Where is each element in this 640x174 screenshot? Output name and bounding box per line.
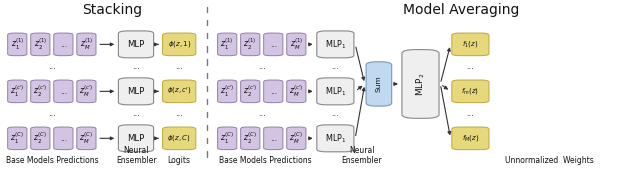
FancyBboxPatch shape: [241, 80, 260, 103]
FancyBboxPatch shape: [8, 80, 27, 103]
Text: ...: ...: [60, 40, 67, 49]
FancyBboxPatch shape: [264, 127, 283, 150]
FancyBboxPatch shape: [452, 127, 489, 150]
Text: MLP: MLP: [127, 87, 145, 96]
FancyBboxPatch shape: [77, 127, 96, 150]
Text: Neural
Ensembler: Neural Ensembler: [341, 146, 382, 165]
Text: $z_M^{(C)}$: $z_M^{(C)}$: [79, 131, 93, 146]
Text: $z_M^{(C)}$: $z_M^{(C)}$: [289, 131, 303, 146]
FancyBboxPatch shape: [54, 33, 73, 56]
Text: $f_M(z)$: $f_M(z)$: [461, 133, 479, 143]
Text: $z_1^{(C)}$: $z_1^{(C)}$: [10, 131, 24, 146]
Text: MLP$_1$: MLP$_1$: [324, 85, 346, 98]
FancyBboxPatch shape: [54, 80, 73, 103]
Text: MLP: MLP: [127, 134, 145, 143]
Text: ...: ...: [258, 62, 266, 72]
Text: ...: ...: [132, 62, 140, 72]
FancyBboxPatch shape: [163, 33, 196, 56]
FancyBboxPatch shape: [118, 125, 154, 152]
FancyBboxPatch shape: [366, 62, 392, 106]
FancyBboxPatch shape: [264, 33, 283, 56]
FancyBboxPatch shape: [317, 78, 354, 105]
Text: $z_2^{(c^\prime)}$: $z_2^{(c^\prime)}$: [33, 84, 47, 99]
Text: $z_1^{(c^\prime)}$: $z_1^{(c^\prime)}$: [220, 84, 234, 99]
FancyBboxPatch shape: [218, 33, 237, 56]
FancyBboxPatch shape: [264, 80, 283, 103]
Text: ...: ...: [467, 62, 474, 72]
Text: ...: ...: [269, 87, 277, 96]
Text: Sum: Sum: [376, 76, 382, 92]
FancyBboxPatch shape: [287, 33, 306, 56]
FancyBboxPatch shape: [163, 80, 196, 103]
FancyBboxPatch shape: [77, 80, 96, 103]
Text: $z_1^{(c^\prime)}$: $z_1^{(c^\prime)}$: [10, 84, 24, 99]
FancyBboxPatch shape: [317, 31, 354, 58]
Text: $z_2^{(1)}$: $z_2^{(1)}$: [33, 37, 47, 52]
Text: MLP$_2$: MLP$_2$: [414, 72, 427, 96]
Text: Neural
Ensembler: Neural Ensembler: [116, 146, 157, 165]
Text: $\phi(z,1)$: $\phi(z,1)$: [168, 39, 191, 49]
FancyBboxPatch shape: [241, 33, 260, 56]
Text: ...: ...: [132, 109, 140, 118]
Text: ...: ...: [269, 134, 277, 143]
Text: ...: ...: [467, 109, 474, 118]
Text: $\phi(z,C)$: $\phi(z,C)$: [168, 133, 191, 143]
FancyBboxPatch shape: [31, 80, 50, 103]
FancyBboxPatch shape: [287, 127, 306, 150]
FancyBboxPatch shape: [8, 127, 27, 150]
FancyBboxPatch shape: [163, 127, 196, 150]
Text: $z_M^{(c^\prime)}$: $z_M^{(c^\prime)}$: [289, 84, 303, 99]
Text: $z_2^{(1)}$: $z_2^{(1)}$: [243, 37, 257, 52]
FancyBboxPatch shape: [77, 33, 96, 56]
FancyBboxPatch shape: [402, 50, 439, 118]
Text: ...: ...: [175, 62, 183, 72]
FancyBboxPatch shape: [31, 33, 50, 56]
Text: ...: ...: [269, 40, 277, 49]
Text: Base Models Predictions: Base Models Predictions: [6, 156, 99, 165]
Text: $z_2^{(C)}$: $z_2^{(C)}$: [33, 131, 47, 146]
FancyBboxPatch shape: [8, 33, 27, 56]
Text: ...: ...: [60, 87, 67, 96]
Text: $z_M^{(1)}$: $z_M^{(1)}$: [79, 37, 93, 52]
Text: ...: ...: [332, 109, 339, 118]
Text: $z_2^{(c^\prime)}$: $z_2^{(c^\prime)}$: [243, 84, 257, 99]
Text: Model Averaging: Model Averaging: [403, 3, 519, 17]
Text: ...: ...: [48, 62, 56, 72]
FancyBboxPatch shape: [118, 78, 154, 105]
FancyBboxPatch shape: [118, 31, 154, 58]
Text: Logits: Logits: [168, 156, 191, 165]
Text: ...: ...: [48, 109, 56, 118]
FancyBboxPatch shape: [287, 80, 306, 103]
FancyBboxPatch shape: [31, 127, 50, 150]
Text: $z_2^{(C)}$: $z_2^{(C)}$: [243, 131, 257, 146]
Text: ...: ...: [332, 62, 339, 72]
Text: Stacking: Stacking: [82, 3, 142, 17]
Text: $f_1(z)$: $f_1(z)$: [462, 39, 479, 49]
Text: Base Models Predictions: Base Models Predictions: [220, 156, 312, 165]
FancyBboxPatch shape: [241, 127, 260, 150]
Text: $f_m(z)$: $f_m(z)$: [461, 86, 479, 96]
Text: MLP: MLP: [127, 40, 145, 49]
Text: MLP$_1$: MLP$_1$: [324, 132, 346, 145]
Text: $z_1^{(C)}$: $z_1^{(C)}$: [220, 131, 234, 146]
Text: $\phi(z,c^\prime)$: $\phi(z,c^\prime)$: [167, 86, 191, 97]
Text: ...: ...: [258, 109, 266, 118]
Text: Unnormalized  Weights: Unnormalized Weights: [505, 156, 593, 165]
FancyBboxPatch shape: [218, 80, 237, 103]
Text: MLP$_1$: MLP$_1$: [324, 38, 346, 51]
FancyBboxPatch shape: [452, 80, 489, 103]
Text: ...: ...: [175, 109, 183, 118]
Text: $z_M^{(1)}$: $z_M^{(1)}$: [289, 37, 303, 52]
Text: $z_1^{(1)}$: $z_1^{(1)}$: [10, 37, 24, 52]
Text: ...: ...: [60, 134, 67, 143]
FancyBboxPatch shape: [54, 127, 73, 150]
FancyBboxPatch shape: [317, 125, 354, 152]
FancyBboxPatch shape: [218, 127, 237, 150]
Text: $z_1^{(1)}$: $z_1^{(1)}$: [220, 37, 234, 52]
Text: $z_M^{(c^\prime)}$: $z_M^{(c^\prime)}$: [79, 84, 93, 99]
FancyBboxPatch shape: [452, 33, 489, 56]
